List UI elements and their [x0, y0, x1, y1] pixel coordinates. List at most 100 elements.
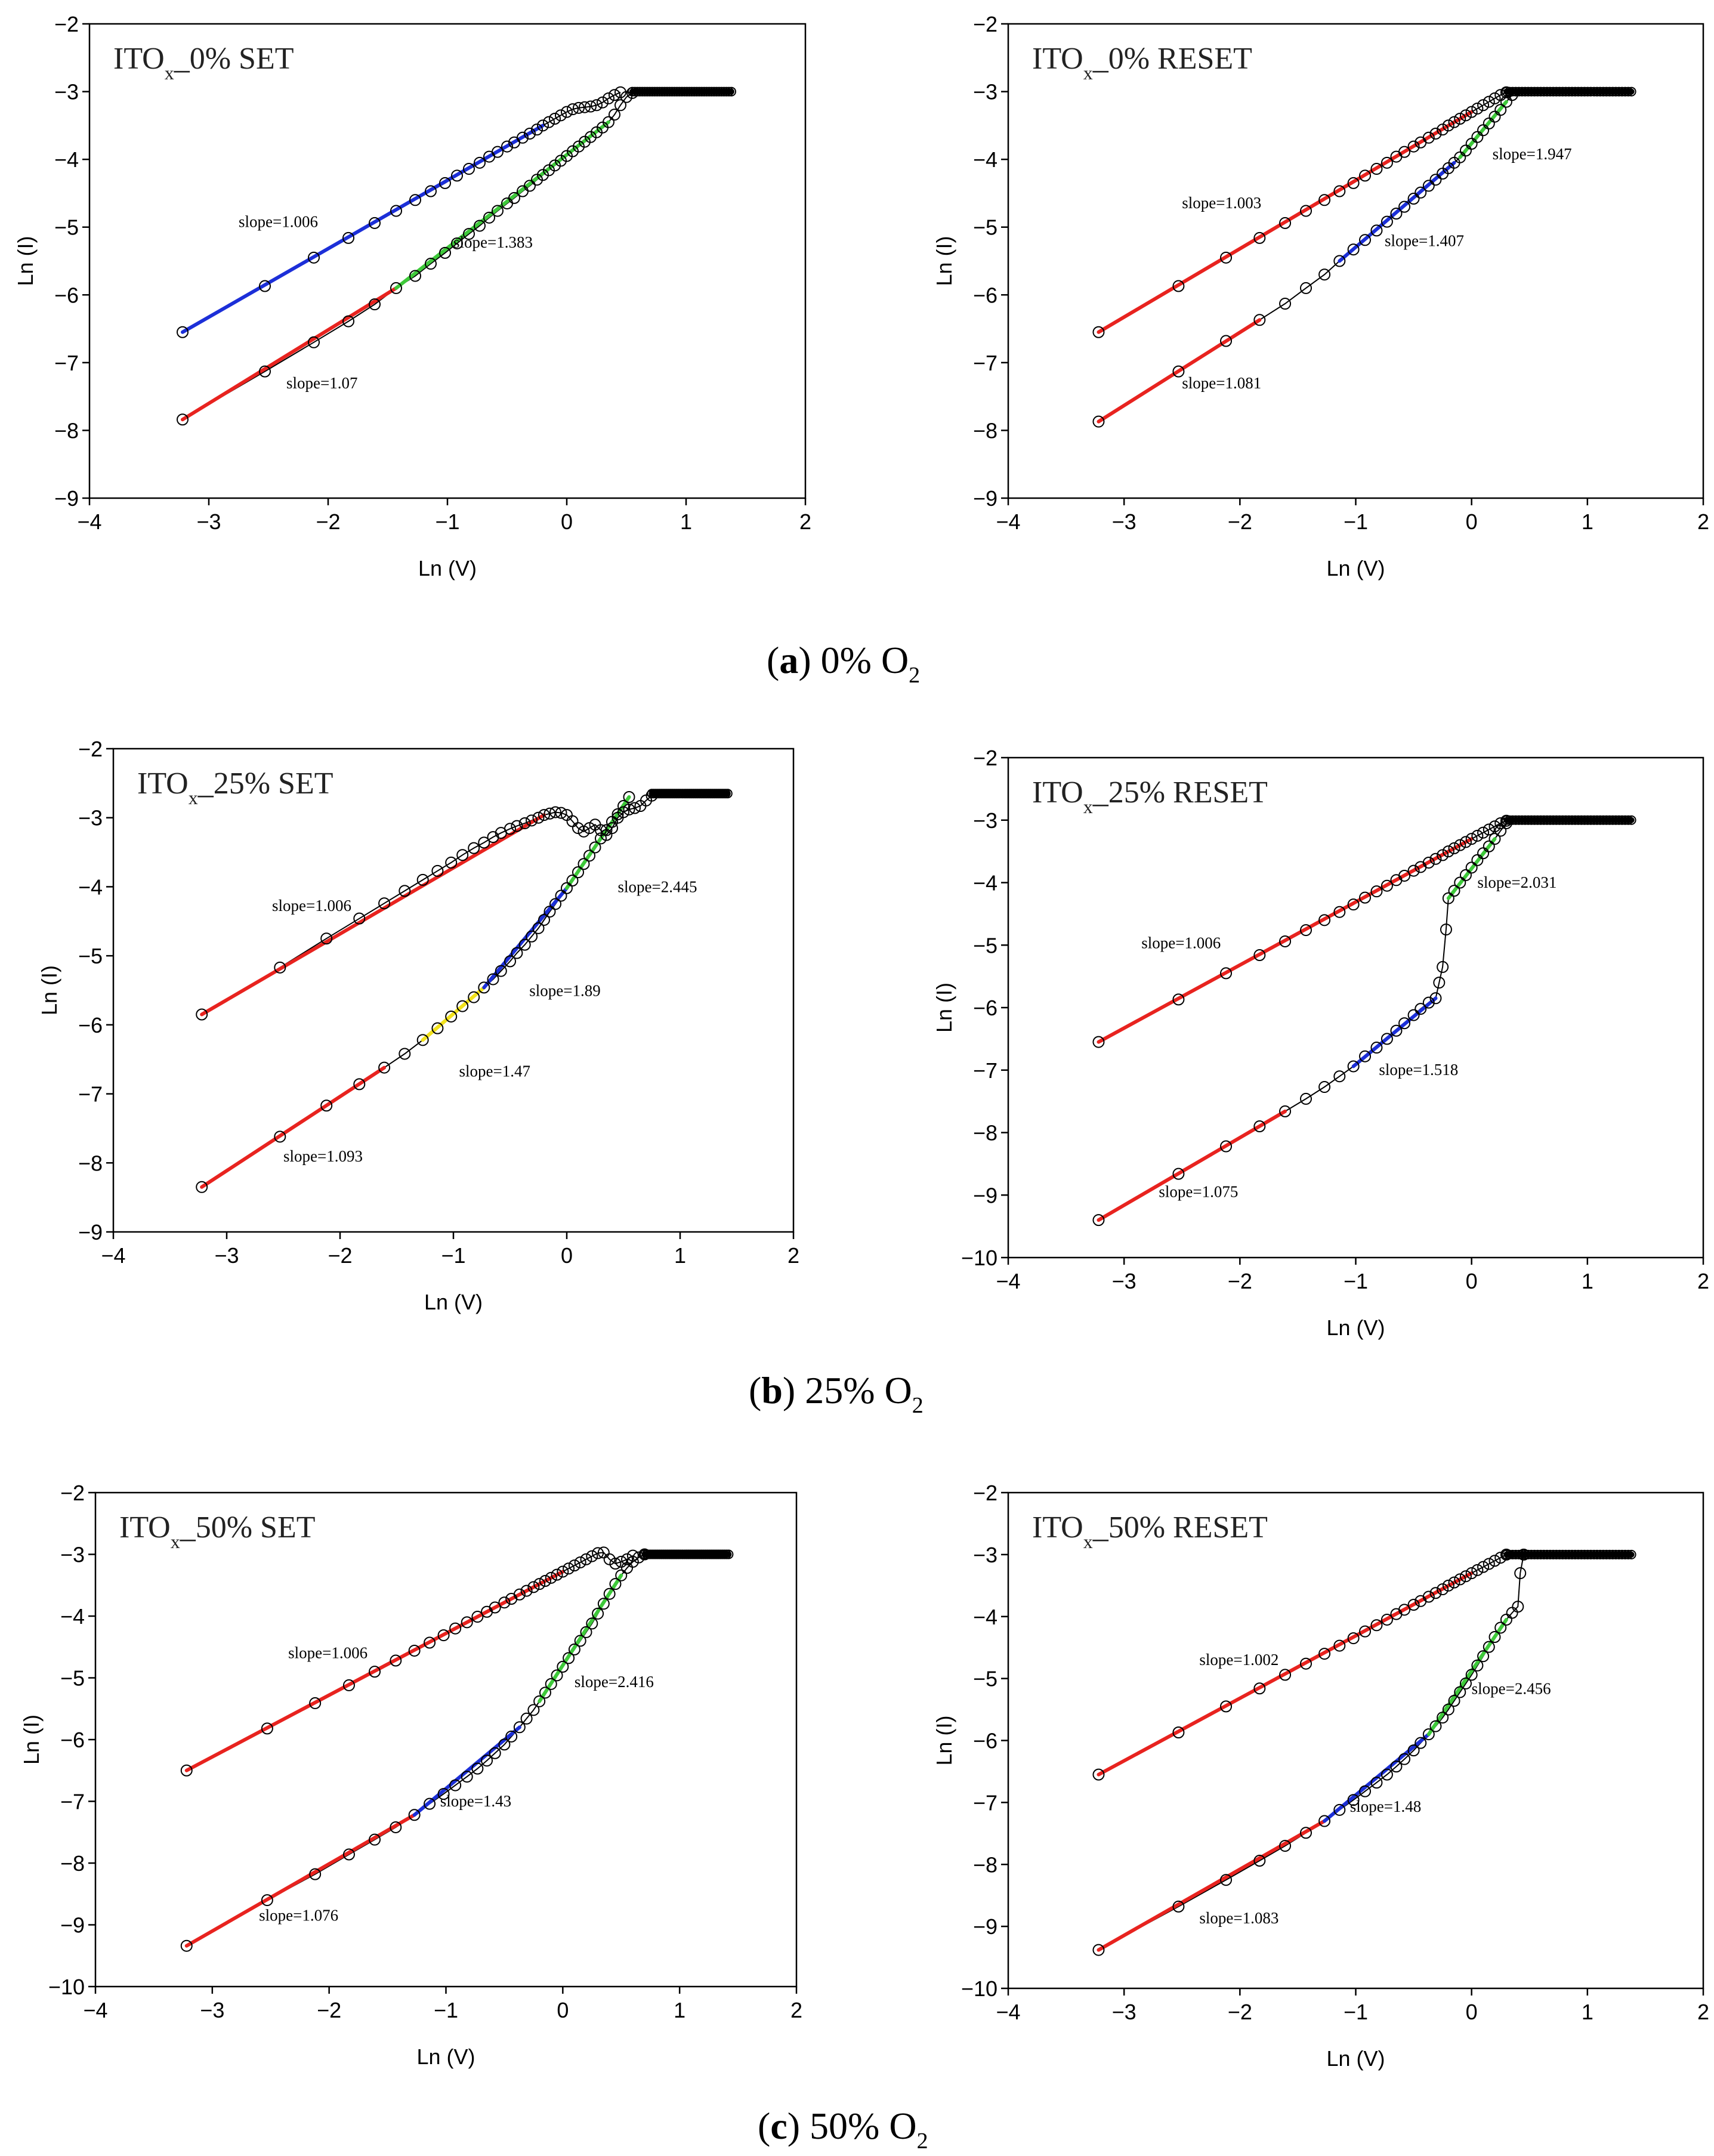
data-point — [504, 955, 516, 968]
plateau-marker — [1514, 1549, 1524, 1559]
data-point — [1422, 1728, 1435, 1741]
data-point — [592, 1547, 604, 1559]
data-point — [180, 1764, 193, 1777]
panel-title: ITOx_25% RESET — [1032, 776, 1268, 817]
data-point — [409, 270, 421, 282]
panel-title: ITOx_0% RESET — [1032, 42, 1252, 84]
y-tick-label: −5 — [54, 215, 79, 240]
data-point — [487, 973, 499, 986]
data-point — [425, 185, 437, 197]
data-point — [1465, 106, 1478, 118]
x-tick-label: 0 — [557, 1998, 569, 2022]
fit-line-red — [200, 813, 546, 1017]
plateau-marker — [1608, 87, 1618, 97]
data-point — [451, 237, 463, 249]
data-point — [626, 87, 638, 99]
y-tick-label: −9 — [973, 486, 997, 511]
data-point — [566, 875, 579, 887]
y-axis-title: Ln (I) — [932, 983, 956, 1033]
data-point — [1488, 833, 1501, 845]
x-tick-label: 2 — [1697, 509, 1709, 534]
y-tick-label: −6 — [78, 1013, 103, 1037]
y-axis-title: Ln (I) — [19, 1715, 44, 1765]
plateau-marker — [1523, 87, 1533, 97]
plateau-marker — [691, 87, 702, 97]
data-point — [424, 1636, 436, 1649]
data-point — [1514, 1567, 1527, 1580]
data-point — [609, 1558, 622, 1570]
data-point — [603, 1587, 616, 1600]
plateau-marker — [722, 789, 733, 799]
plateau-marker — [677, 87, 687, 97]
x-tick-label: 0 — [1466, 509, 1478, 534]
data-point — [463, 228, 475, 240]
data-point — [1370, 1042, 1383, 1054]
data-point — [492, 205, 504, 217]
data-point — [1440, 923, 1452, 936]
data-point — [1459, 836, 1472, 848]
data-point — [1300, 205, 1312, 217]
data-point — [1279, 1105, 1292, 1117]
data-point — [1429, 1587, 1442, 1599]
data-point — [1454, 113, 1466, 125]
data-point — [609, 1578, 622, 1590]
x-tick-label: −2 — [317, 1998, 341, 2022]
data-point — [603, 92, 614, 104]
plateau-marker — [724, 87, 734, 97]
y-tick-label: −8 — [60, 1851, 85, 1876]
plateau-marker — [654, 87, 665, 97]
slope-label: slope=1.076 — [259, 1906, 338, 1924]
panel-title: ITOx_50% SET — [119, 1511, 315, 1552]
data-point — [1253, 1682, 1266, 1695]
data-point — [1092, 1214, 1105, 1227]
data-point — [583, 822, 595, 835]
data-point — [513, 1588, 526, 1601]
data-point — [483, 211, 495, 224]
x-tick-label: 2 — [799, 509, 811, 534]
y-tick-label: −9 — [973, 1183, 997, 1207]
data-point — [537, 119, 549, 132]
data-point — [1500, 86, 1512, 98]
panel-title-sub: x — [1083, 62, 1093, 84]
y-tick-label: −7 — [78, 1082, 103, 1107]
plateau-marker — [1586, 815, 1596, 825]
data-point — [577, 858, 590, 870]
plateau-marker — [657, 87, 667, 97]
fit-line-red — [1097, 318, 1262, 424]
data-point — [1442, 1579, 1454, 1592]
x-tick-label: −4 — [996, 509, 1020, 534]
panel-title-sub: x — [1083, 1531, 1093, 1552]
data-point — [1220, 1700, 1233, 1713]
slope-label: slope=1.006 — [272, 897, 351, 915]
y-tick-label: −7 — [973, 1058, 997, 1083]
plateau-marker — [1614, 87, 1624, 97]
data-point — [557, 1565, 569, 1578]
data-point — [1429, 127, 1442, 140]
data-point — [579, 101, 591, 113]
plot-frame — [112, 748, 795, 1233]
data-point — [629, 802, 641, 814]
data-point — [1381, 215, 1393, 228]
y-tick-label: −4 — [54, 147, 79, 172]
data-point — [1220, 335, 1233, 347]
plateau-marker — [1586, 1549, 1596, 1559]
y-tick-label: −5 — [973, 215, 997, 240]
data-point — [1333, 1070, 1346, 1083]
plateau-marker — [1530, 815, 1540, 825]
x-tick-label: 1 — [1582, 509, 1593, 534]
plateau-marker — [714, 87, 724, 97]
y-tick-label: −9 — [78, 1220, 103, 1244]
data-point — [567, 103, 579, 116]
data-point — [632, 1551, 645, 1564]
data-point — [1220, 251, 1233, 264]
plateau-marker — [1604, 1549, 1614, 1559]
data-point — [1407, 864, 1420, 877]
plateau-marker — [1592, 87, 1602, 97]
data-point — [518, 817, 531, 829]
plateau-marker — [1530, 87, 1540, 97]
data-point — [505, 1730, 518, 1743]
data-point — [609, 109, 620, 121]
fit-line-green — [1426, 1617, 1508, 1737]
data-point — [551, 1568, 563, 1581]
